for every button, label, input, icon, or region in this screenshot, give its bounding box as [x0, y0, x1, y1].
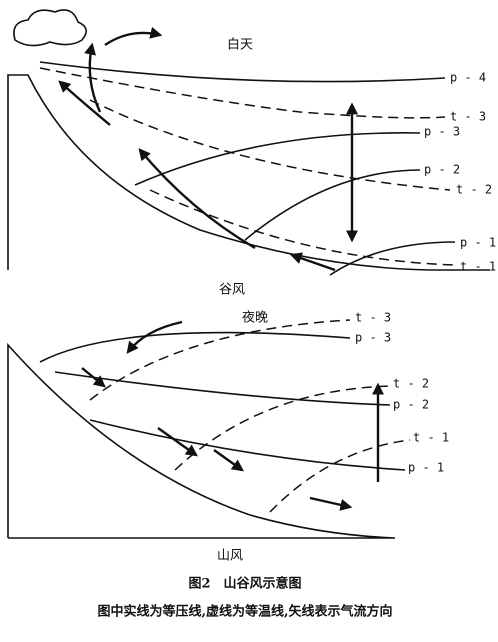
- line-label: t - 1: [460, 260, 496, 274]
- isotherm: [89, 319, 351, 401]
- arrow: [84, 42, 102, 113]
- line-label: p - 3: [424, 125, 460, 139]
- line-label: p - 1: [460, 236, 496, 250]
- line-label: p - 1: [408, 461, 444, 475]
- line-label: t - 2: [393, 377, 429, 391]
- cloud: [13, 9, 87, 47]
- mountain: [7, 342, 396, 539]
- isotherm: [149, 189, 456, 266]
- isobar: [89, 419, 406, 471]
- panel-title: 白天: [227, 37, 253, 53]
- arrow: [81, 367, 106, 388]
- isobar: [39, 331, 351, 363]
- line-label: p - 3: [355, 331, 391, 345]
- line-label: p - 2: [393, 398, 429, 412]
- day-panel: 白天 p - 4 t - 3 p - 3 p - 2 t - 2 p - 1 t…: [7, 9, 496, 298]
- isobar: [134, 132, 421, 186]
- panel-caption: 谷风: [219, 283, 245, 298]
- line-label: t - 3: [355, 311, 391, 325]
- isotherm: [174, 385, 391, 471]
- night-panel: 夜晚 t - 3 p - 3 t - 2 p - 2 t - 1 p - 1 山…: [7, 311, 449, 564]
- figure-title: 图2 山谷风示意图: [188, 576, 301, 592]
- isobar: [329, 241, 456, 276]
- panel-caption: 山风: [217, 549, 243, 564]
- arrow: [289, 252, 336, 272]
- line-label: p - 4: [450, 71, 486, 85]
- arrow: [126, 320, 183, 354]
- isobar: [244, 169, 421, 241]
- arrow: [58, 80, 111, 126]
- line-label: t - 1: [413, 431, 449, 445]
- arrow: [213, 449, 244, 472]
- panel-title: 夜晚: [242, 311, 268, 326]
- arrow: [309, 496, 353, 511]
- figure-note: 图中实线为等压线,虚线为等温线,矢线表示气流方向: [97, 604, 392, 620]
- arrow: [104, 26, 163, 46]
- arrow: [157, 427, 198, 457]
- arrow: [138, 148, 256, 250]
- line-label: t - 2: [456, 183, 492, 197]
- isotherm: [39, 67, 446, 119]
- line-label: p - 2: [424, 163, 460, 177]
- isobar: [39, 61, 446, 83]
- line-label: t - 3: [450, 110, 486, 124]
- mountain: [7, 74, 490, 271]
- isotherm: [269, 439, 411, 513]
